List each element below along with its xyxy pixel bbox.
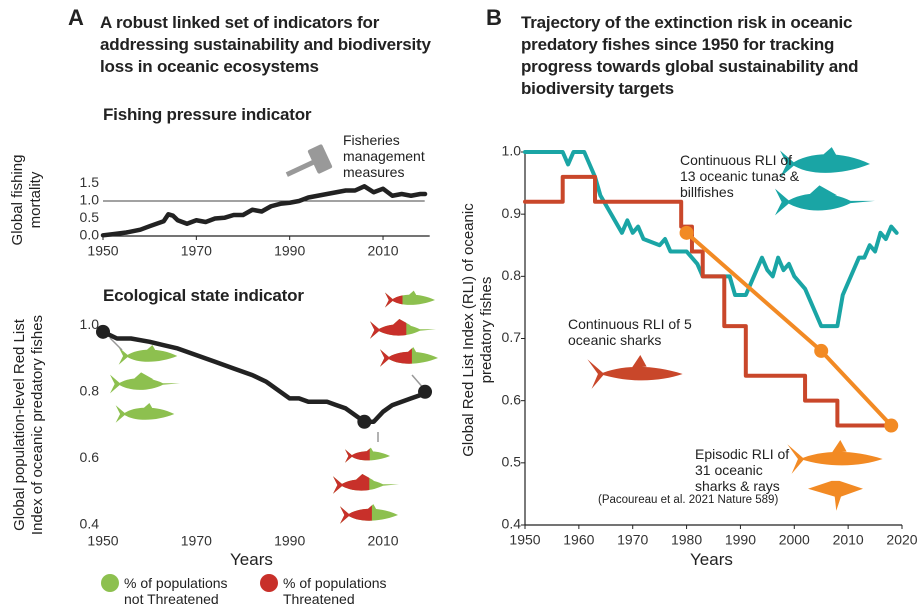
x-tick-label: 1990 <box>725 532 756 548</box>
point <box>357 414 372 429</box>
y-tick-label: 0.8 <box>80 382 100 398</box>
legend-swatch <box>260 574 278 592</box>
x-tick-label: 1960 <box>563 532 594 548</box>
y-tick-label: 0.8 <box>502 267 522 283</box>
chart-title: Fishing pressure indicator <box>103 105 312 124</box>
x-tick-label: 1990 <box>274 243 305 259</box>
series-line <box>523 150 899 329</box>
y-tick-label: 0.4 <box>502 516 522 532</box>
annotation: Fisheries management measures <box>343 132 425 180</box>
legend-swatch <box>101 574 119 592</box>
x-tick-label: 2010 <box>367 533 398 549</box>
series-line <box>684 230 894 428</box>
panel-letter: A <box>68 5 84 30</box>
series-line <box>100 329 428 424</box>
y-axis-title: Global fishing mortality <box>9 154 44 246</box>
panel-title: Trajectory of the extinction risk in oce… <box>521 13 859 98</box>
point <box>418 384 433 399</box>
series-line <box>523 174 894 428</box>
x-axis-title: Years <box>690 550 733 569</box>
y-tick-label: 0.7 <box>502 329 522 345</box>
y-tick-label: 0.5 <box>80 209 100 225</box>
x-tick-label: 2020 <box>886 532 917 548</box>
y-tick-label: 0.0 <box>80 227 100 243</box>
y-axis-title: Global Red List Index (RLI) of oceanic p… <box>460 203 495 457</box>
legend-label: % of populations Threatened <box>283 575 387 607</box>
x-tick-label: 1990 <box>274 533 305 549</box>
x-tick-label: 2010 <box>833 532 864 548</box>
x-tick-label: 2000 <box>779 532 810 548</box>
y-tick-label: 1.0 <box>80 316 100 332</box>
y-tick-label: 0.4 <box>80 516 100 532</box>
x-tick-label: 1970 <box>617 532 648 548</box>
series-label: Continuous RLI of 13 oceanic tunas & bil… <box>680 152 800 200</box>
point <box>814 343 829 358</box>
chart-title: Ecological state indicator <box>103 286 304 305</box>
panel-title: A robust linked set of indicators for ad… <box>100 13 431 76</box>
x-tick-label: 1980 <box>671 532 702 548</box>
legend-label: % of populations not Threatened <box>124 575 228 607</box>
x-tick-label: 1970 <box>181 243 212 259</box>
y-tick-label: 1.5 <box>80 174 100 190</box>
y-tick-label: 1.0 <box>502 143 522 159</box>
x-tick-label: 1970 <box>181 533 212 549</box>
point <box>96 324 110 339</box>
y-tick-label: 0.9 <box>502 205 522 221</box>
point <box>884 418 899 433</box>
panel-letter: B <box>486 5 502 30</box>
x-axis-title: Years <box>230 550 273 569</box>
series-label: Continuous RLI of 5 oceanic sharks <box>568 316 692 348</box>
y-tick-label: 1.0 <box>80 192 100 208</box>
series-label: Episodic RLI of 31 oceanic sharks & rays <box>695 446 790 494</box>
y-axis-title: Global population-level Red List Index o… <box>11 314 46 536</box>
x-tick-label: 2010 <box>367 243 398 259</box>
x-tick-label: 1950 <box>87 533 118 549</box>
gavel-icon <box>285 144 333 177</box>
point <box>679 225 694 240</box>
series-line <box>100 184 428 238</box>
x-tick-label: 1950 <box>509 532 540 548</box>
y-tick-label: 0.6 <box>80 449 100 465</box>
y-tick-label: 0.6 <box>502 391 522 407</box>
y-tick-label: 0.5 <box>502 454 522 470</box>
x-tick-label: 1950 <box>87 243 118 259</box>
annotation: (Pacoureau et al. 2021 Nature 589) <box>598 494 779 506</box>
